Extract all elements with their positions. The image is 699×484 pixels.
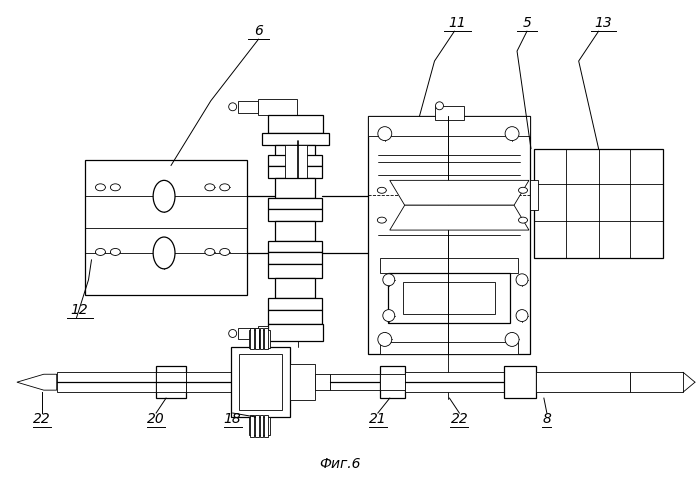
Bar	[268, 209, 322, 221]
Bar	[268, 252, 322, 264]
Bar	[249, 417, 271, 435]
Polygon shape	[630, 372, 683, 392]
Text: 5: 5	[523, 16, 531, 30]
Bar	[264, 415, 268, 437]
Bar	[186, 372, 266, 392]
Circle shape	[378, 333, 391, 347]
Ellipse shape	[377, 217, 387, 223]
Bar	[268, 198, 322, 209]
Ellipse shape	[219, 184, 230, 191]
Text: 13: 13	[595, 16, 612, 30]
Text: 22: 22	[450, 412, 468, 426]
Bar	[285, 145, 308, 254]
Text: 12: 12	[71, 302, 89, 317]
Bar	[264, 328, 268, 349]
Circle shape	[383, 274, 395, 286]
Circle shape	[505, 333, 519, 347]
Bar	[257, 99, 297, 115]
Bar	[156, 366, 186, 398]
Bar	[259, 415, 264, 437]
Bar	[238, 328, 257, 339]
Bar	[315, 374, 330, 390]
Ellipse shape	[377, 187, 387, 193]
Ellipse shape	[205, 248, 215, 256]
Bar	[268, 115, 323, 133]
Ellipse shape	[153, 181, 175, 212]
Circle shape	[505, 127, 519, 140]
Bar	[405, 372, 504, 392]
Bar	[254, 328, 259, 349]
Bar	[268, 241, 322, 252]
Text: 6: 6	[254, 24, 263, 38]
Bar	[254, 415, 259, 437]
Circle shape	[383, 310, 395, 321]
Circle shape	[516, 310, 528, 321]
Bar	[275, 179, 315, 198]
Bar	[275, 145, 315, 166]
Circle shape	[516, 274, 528, 286]
Bar	[259, 328, 264, 349]
Bar	[504, 366, 536, 398]
Bar	[380, 374, 405, 390]
Bar	[380, 342, 518, 354]
Ellipse shape	[519, 187, 528, 193]
Ellipse shape	[110, 184, 120, 191]
Polygon shape	[17, 374, 57, 390]
Text: 8: 8	[542, 412, 552, 426]
Bar	[290, 364, 315, 400]
Bar	[261, 133, 329, 145]
Bar	[275, 221, 315, 241]
Ellipse shape	[96, 248, 106, 256]
Bar	[536, 372, 630, 392]
Bar	[268, 264, 322, 278]
Bar	[85, 161, 247, 295]
Text: Фиг.6: Фиг.6	[319, 457, 361, 471]
Circle shape	[378, 127, 391, 140]
Polygon shape	[390, 205, 529, 230]
Bar	[368, 116, 530, 354]
Ellipse shape	[435, 102, 443, 110]
Bar	[238, 354, 282, 410]
Bar	[268, 298, 322, 310]
Bar	[231, 348, 290, 417]
Ellipse shape	[229, 330, 237, 337]
Bar	[403, 282, 495, 314]
Ellipse shape	[219, 248, 230, 256]
Text: 21: 21	[369, 412, 387, 426]
Bar	[238, 101, 257, 113]
Text: 18: 18	[224, 412, 242, 426]
Bar	[268, 166, 322, 179]
Bar	[57, 372, 156, 392]
Bar	[435, 106, 464, 120]
Bar	[380, 258, 518, 273]
Text: 22: 22	[33, 412, 50, 426]
Text: 11: 11	[449, 16, 466, 30]
Bar	[156, 372, 186, 392]
Bar	[330, 374, 380, 390]
Bar	[275, 278, 315, 298]
Ellipse shape	[110, 248, 120, 256]
Bar	[530, 181, 538, 210]
Bar	[257, 326, 268, 341]
Polygon shape	[390, 181, 529, 205]
Ellipse shape	[153, 237, 175, 269]
Bar	[268, 155, 322, 166]
Bar	[268, 323, 323, 341]
Ellipse shape	[519, 217, 528, 223]
Bar	[268, 310, 322, 323]
Ellipse shape	[229, 103, 237, 111]
Bar	[534, 149, 663, 258]
Ellipse shape	[205, 184, 215, 191]
Text: 20: 20	[147, 412, 165, 426]
Bar	[250, 415, 254, 437]
Bar	[388, 273, 510, 322]
Bar	[249, 331, 271, 348]
Bar	[368, 116, 530, 136]
Bar	[250, 328, 254, 349]
Ellipse shape	[96, 184, 106, 191]
Bar	[380, 366, 405, 398]
